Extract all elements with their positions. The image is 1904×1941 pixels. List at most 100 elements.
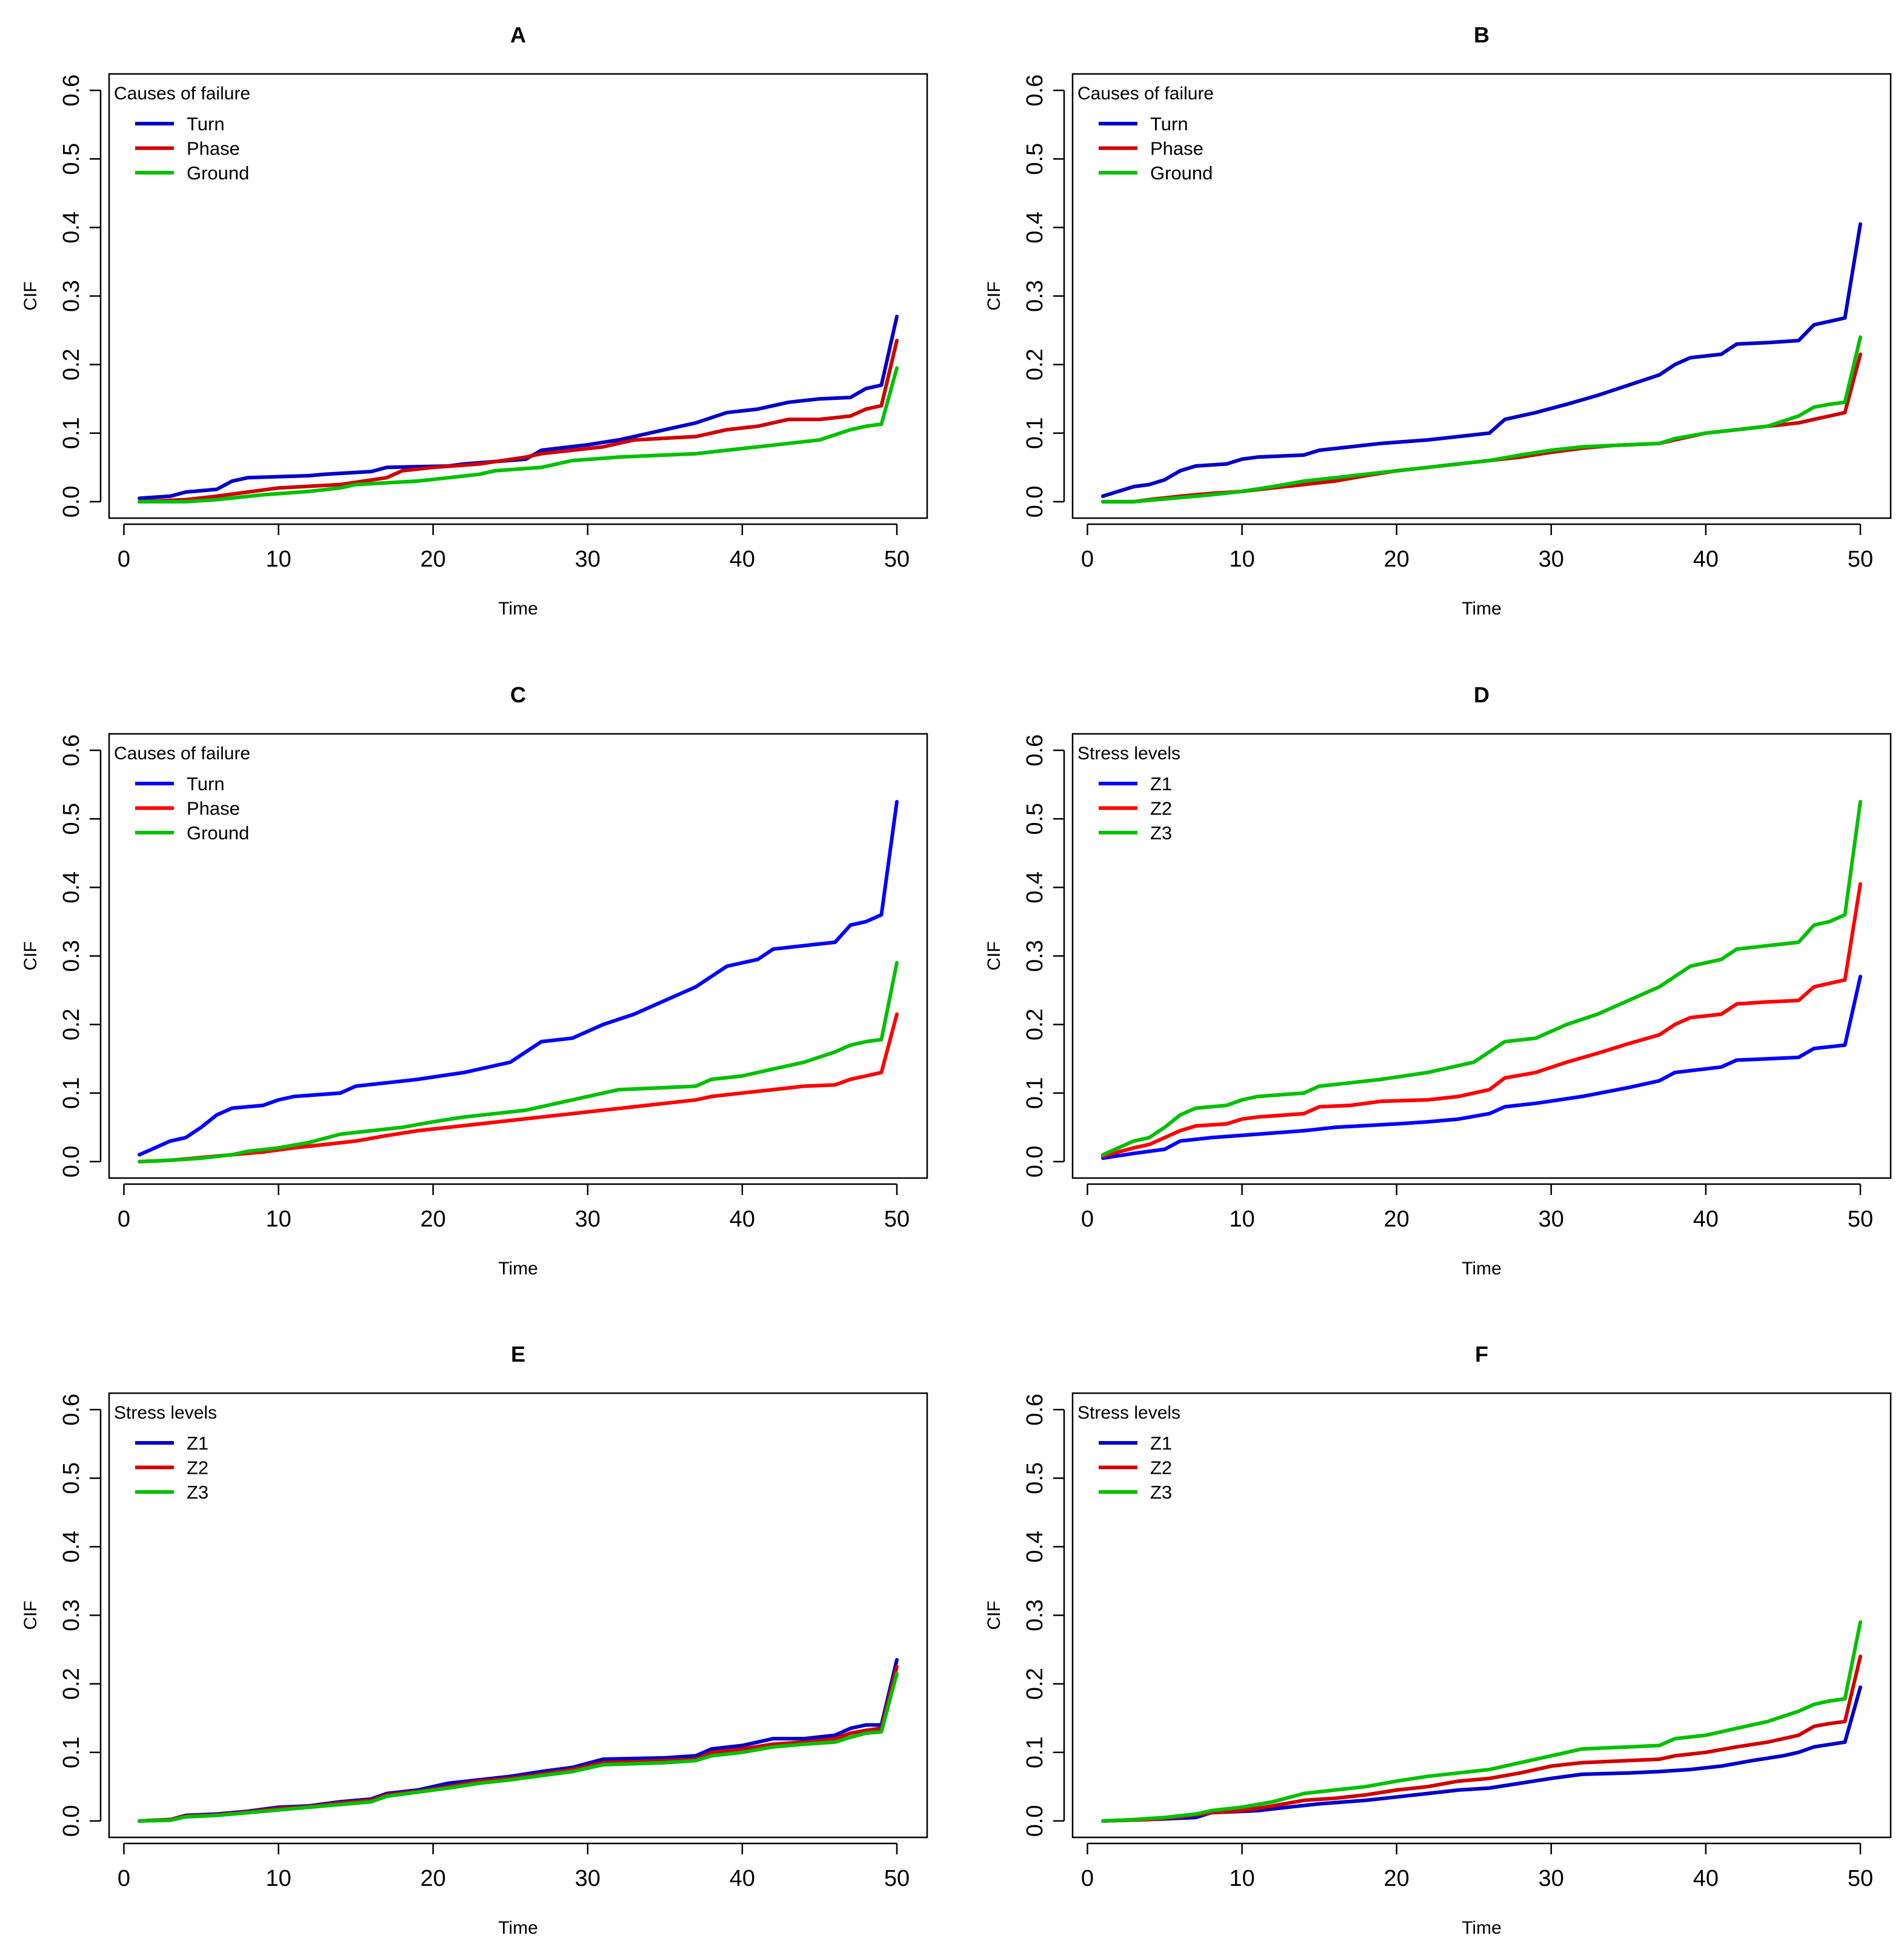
panel-f: F 0 10 20 30 40 50 Time 0.0 0.1 0.2 0.3 0.4 0.5 0.6 CIF… (984, 1342, 1892, 1938)
series-line-z2 (138, 1665, 899, 1823)
legend-title: Stress levels (114, 1403, 217, 1423)
x-tick-label: 0 (1081, 1866, 1094, 1891)
series-line-z1 (138, 1658, 899, 1823)
legend-entry-z1: Z1 (1150, 773, 1172, 794)
y-tick-label: 0.2 (1022, 1668, 1048, 1700)
y-tick-label: 0.0 (59, 485, 84, 518)
x-axis-label: Time (498, 1259, 538, 1279)
series-line-z2 (1101, 882, 1862, 1158)
series-line-z2 (1101, 1654, 1862, 1823)
y-tick-label: 0.6 (59, 734, 84, 767)
y-tick-label: 0.5 (59, 1462, 84, 1494)
y-tick-label: 0.3 (59, 1599, 84, 1631)
y-tick-label: 0.0 (1022, 1805, 1048, 1837)
x-tick-label: 40 (1693, 547, 1719, 572)
y-tick-label: 0.2 (59, 1668, 84, 1700)
series-line-z3 (1101, 800, 1862, 1157)
x-tick-label: 50 (884, 1207, 910, 1232)
x-tick-label: 10 (1229, 1866, 1254, 1891)
panel-title: D (1474, 682, 1490, 707)
x-tick-label: 40 (1693, 1207, 1719, 1232)
y-tick-label: 0.3 (1022, 940, 1048, 972)
y-tick-label: 0.6 (1022, 75, 1048, 107)
legend-entry-turn: Turn (1150, 113, 1188, 135)
y-tick-label: 0.4 (1022, 871, 1048, 904)
y-tick-label: 0.1 (59, 1077, 84, 1109)
x-tick-label: 30 (1539, 1207, 1564, 1232)
plot-frame (1071, 1392, 1892, 1839)
x-tick-label: 10 (1229, 547, 1254, 572)
series-line-phase (138, 339, 899, 504)
panel-a: A 0 10 20 30 40 50 Time 0.0 0.1 0.2 0.3 0.4 0.5 0.6 CIF… (21, 22, 928, 619)
x-tick-label: 30 (1539, 547, 1564, 572)
x-tick-label: 20 (421, 1866, 446, 1891)
y-tick-label: 0.3 (59, 280, 84, 312)
x-tick-label: 40 (730, 547, 755, 572)
x-tick-label: 10 (1229, 1207, 1254, 1232)
x-tick-label: 0 (118, 547, 130, 572)
y-tick-label: 0.0 (1022, 1145, 1048, 1177)
y-tick-label: 0.3 (1022, 1599, 1048, 1631)
legend-title: Causes of failure (1077, 84, 1214, 104)
panel-title: C (510, 682, 526, 707)
series-line-turn (138, 315, 899, 501)
x-tick-label: 20 (1384, 1207, 1410, 1232)
y-axis-label: CIF (984, 281, 1004, 310)
x-tick-label: 50 (1848, 1866, 1873, 1891)
y-tick-label: 0.2 (1022, 1008, 1048, 1040)
series-line-ground (138, 366, 899, 504)
y-tick-label: 0.6 (1022, 1394, 1048, 1426)
legend-title: Stress levels (1077, 1403, 1180, 1423)
panel-title: F (1475, 1342, 1488, 1367)
x-tick-label: 30 (575, 547, 601, 572)
y-tick-label: 0.2 (59, 348, 84, 381)
x-tick-label: 0 (118, 1866, 130, 1891)
y-tick-label: 0.2 (1022, 348, 1048, 381)
x-tick-label: 0 (1081, 1207, 1094, 1232)
panel-d: D 0 10 20 30 40 50 Time 0.0 0.1 0.2 0.3 0.4 0.5 0.6 CIF… (984, 682, 1892, 1279)
y-tick-label: 0.0 (59, 1805, 84, 1837)
series-line-phase (138, 1012, 899, 1164)
plot-frame (1071, 73, 1892, 519)
x-tick-label: 50 (1848, 1207, 1873, 1232)
y-tick-label: 0.6 (59, 75, 84, 107)
y-tick-label: 0.0 (1022, 485, 1048, 518)
y-axis-label: CIF (21, 941, 41, 970)
plot-frame (108, 73, 928, 519)
panel-b: B 0 10 20 30 40 50 Time 0.0 0.1 0.2 0.3 0.4 0.5 0.6 CIF… (984, 22, 1892, 619)
series-line-ground (138, 961, 899, 1164)
y-axis-label: CIF (21, 1600, 41, 1630)
series-line-z3 (138, 1671, 899, 1823)
x-axis-label: Time (498, 1918, 538, 1938)
legend-entry-z3: Z3 (1150, 1482, 1172, 1503)
y-tick-label: 0.4 (59, 1531, 84, 1563)
y-tick-label: 0.6 (1022, 734, 1048, 767)
y-tick-label: 0.0 (59, 1145, 84, 1177)
x-tick-label: 0 (1081, 547, 1094, 572)
x-tick-label: 50 (1848, 547, 1873, 572)
y-tick-label: 0.1 (59, 1736, 84, 1768)
y-axis-label: CIF (984, 1600, 1004, 1630)
legend-entry-ground: Ground (187, 822, 249, 844)
legend-entry-z1: Z1 (1150, 1433, 1172, 1454)
panel-title: B (1474, 22, 1490, 47)
y-tick-label: 0.4 (1022, 1531, 1048, 1563)
y-tick-label: 0.4 (1022, 211, 1048, 244)
y-tick-label: 0.4 (59, 871, 84, 904)
y-tick-label: 0.1 (1022, 417, 1048, 449)
legend-entry-z3: Z3 (187, 1482, 208, 1503)
legend-entry-ground: Ground (187, 162, 249, 184)
legend-entry-z1: Z1 (187, 1433, 208, 1454)
x-tick-label: 20 (1384, 547, 1410, 572)
y-tick-label: 0.6 (59, 1394, 84, 1426)
panel-e: E 0 10 20 30 40 50 Time 0.0 0.1 0.2 0.3 0.4 0.5 0.6 CIF… (21, 1342, 928, 1938)
legend-entry-turn: Turn (187, 113, 225, 135)
x-tick-label: 40 (730, 1866, 755, 1891)
x-tick-label: 20 (421, 547, 446, 572)
y-tick-label: 0.2 (59, 1008, 84, 1040)
x-tick-label: 10 (265, 547, 291, 572)
legend-title: Stress levels (1077, 744, 1180, 764)
y-tick-label: 0.1 (1022, 1077, 1048, 1109)
x-axis-label: Time (1462, 1918, 1502, 1938)
legend-entry-z2: Z2 (187, 1457, 208, 1479)
